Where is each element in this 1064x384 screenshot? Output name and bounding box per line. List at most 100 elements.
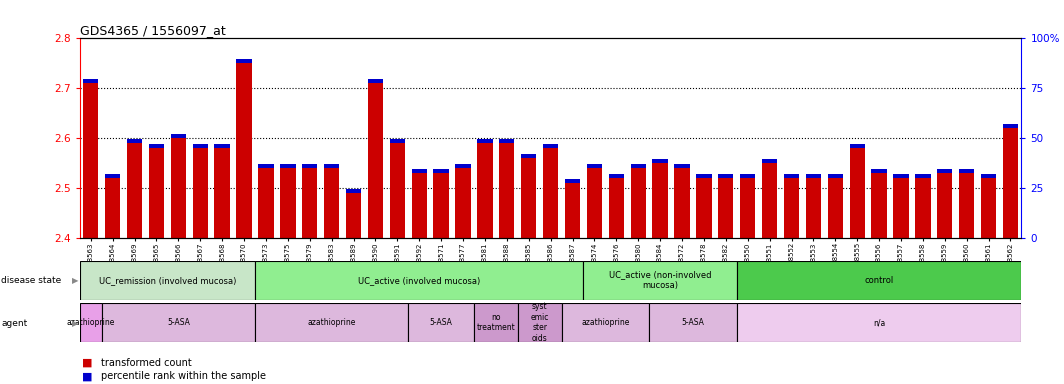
Text: UC_active (non-involved
mucosa): UC_active (non-involved mucosa) [609,271,712,290]
Bar [894,178,909,238]
Bar [631,164,646,168]
Bar [521,158,536,238]
Bar [259,168,273,238]
Bar [127,139,143,143]
Bar [368,79,383,83]
Bar [828,178,843,238]
Bar [302,164,317,168]
Bar [236,63,252,238]
Bar [784,178,799,238]
Bar [149,148,164,238]
Text: ▶: ▶ [72,276,79,285]
Bar [849,148,865,238]
Bar [455,164,470,168]
Bar [849,144,865,148]
Bar [805,178,821,238]
Text: 5-ASA: 5-ASA [167,318,189,327]
Text: no
treatment: no treatment [477,313,515,332]
Bar [102,303,255,342]
Text: azathioprine: azathioprine [67,318,115,327]
Bar [499,139,515,143]
Text: UC_remission (involved mucosa): UC_remission (involved mucosa) [99,276,236,285]
Bar [718,178,733,238]
Bar [433,169,449,173]
Text: UC_active (involved mucosa): UC_active (involved mucosa) [359,276,480,285]
Text: 5-ASA: 5-ASA [430,318,452,327]
Text: GDS4365 / 1556097_at: GDS4365 / 1556097_at [80,24,226,37]
Text: agent: agent [1,319,28,328]
Bar [543,148,559,238]
Bar [215,144,230,148]
Bar [675,168,689,238]
Bar [565,183,580,238]
Bar [259,164,273,168]
Bar [959,173,975,238]
Text: azathioprine: azathioprine [581,318,630,327]
Text: n/a: n/a [872,318,885,327]
Bar [784,174,799,178]
Bar [105,174,120,178]
Bar [583,261,736,300]
Bar [741,178,755,238]
Bar [255,303,409,342]
Bar [302,168,317,238]
Bar [937,173,952,238]
Bar [433,173,449,238]
Bar [609,174,624,178]
Bar [389,139,405,143]
Bar [543,144,559,148]
Bar [127,143,143,238]
Text: 5-ASA: 5-ASA [682,318,704,327]
Bar [409,303,473,342]
Bar [346,193,361,238]
Bar [455,168,470,238]
Bar [215,148,230,238]
Bar [1003,128,1018,238]
Bar [170,134,186,138]
Text: disease state: disease state [1,276,62,285]
Text: azathioprine: azathioprine [307,318,355,327]
Text: ▶: ▶ [72,319,79,328]
Bar [762,159,778,163]
Bar [586,168,602,238]
Bar [80,303,102,342]
Bar [170,138,186,238]
Bar [871,169,886,173]
Bar [915,174,931,178]
Bar [323,168,339,238]
Bar [518,303,562,342]
Bar [675,164,689,168]
Bar [828,174,843,178]
Bar [193,148,207,238]
Bar [718,174,733,178]
Bar [652,159,668,163]
Text: ■: ■ [82,371,93,381]
Bar [1003,124,1018,128]
Text: percentile rank within the sample: percentile rank within the sample [101,371,266,381]
Bar [981,174,996,178]
Bar [499,143,515,238]
Bar [696,174,712,178]
Bar [762,163,778,238]
Bar [981,178,996,238]
Bar [473,303,518,342]
Bar [236,60,252,63]
Bar [649,303,736,342]
Bar [346,189,361,193]
Bar [105,178,120,238]
Bar [586,164,602,168]
Bar [631,168,646,238]
Bar [255,261,583,300]
Bar [368,83,383,238]
Text: control: control [864,276,894,285]
Bar [937,169,952,173]
Bar [412,169,427,173]
Bar [83,79,98,83]
Bar [149,144,164,148]
Bar [412,173,427,238]
Bar [741,174,755,178]
Bar [696,178,712,238]
Bar [193,144,207,148]
Text: ■: ■ [82,358,93,368]
Bar [562,303,649,342]
